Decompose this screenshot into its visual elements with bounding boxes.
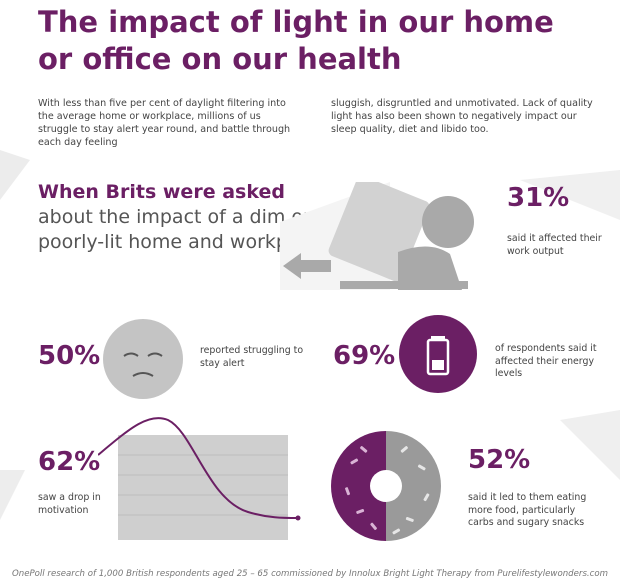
stat-69-text: of respondents said it affected their en… (495, 343, 597, 379)
stat-31-value: 31% (507, 183, 570, 213)
stat-62-text: saw a drop in motivation (38, 492, 101, 516)
arrow-left-icon (283, 253, 331, 279)
stat-62-value: 62% (38, 447, 101, 477)
stat-52-value: 52% (468, 445, 531, 475)
survey-headline: When Brits were asked about the impact o… (38, 180, 338, 255)
headline-rest: about the impact of a dim or poorly-lit … (38, 206, 334, 253)
low-battery-icon (399, 315, 477, 393)
donut-icon (331, 431, 441, 541)
headline-highlight: When Brits were asked (38, 181, 285, 203)
declining-graph-icon (98, 417, 301, 540)
stat-69-value: 69% (333, 341, 396, 371)
footer-source: OnePoll research of 1,000 British respon… (11, 569, 609, 579)
intro-text-left: With less than five per cent of daylight… (38, 98, 291, 148)
stat-50-value: 50% (38, 341, 101, 371)
stat-50-text: reported struggling to stay alert (200, 345, 304, 369)
stat-52-text: said it led to them eating more food, pa… (468, 492, 587, 528)
intro-text-right: sluggish, disgruntled and unmotivated. L… (331, 98, 593, 135)
page-title: The impact of light in our home or offic… (38, 5, 554, 76)
sleepy-face-icon (103, 319, 183, 399)
stat-31-text: said it affected their work output (507, 233, 602, 257)
